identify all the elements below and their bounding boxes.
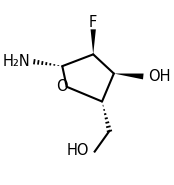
- Text: F: F: [89, 15, 97, 30]
- Text: O: O: [56, 79, 67, 94]
- Text: HO: HO: [66, 143, 89, 158]
- Text: OH: OH: [148, 69, 171, 84]
- Polygon shape: [114, 73, 144, 79]
- Text: H₂N: H₂N: [2, 53, 30, 68]
- Polygon shape: [90, 29, 96, 54]
